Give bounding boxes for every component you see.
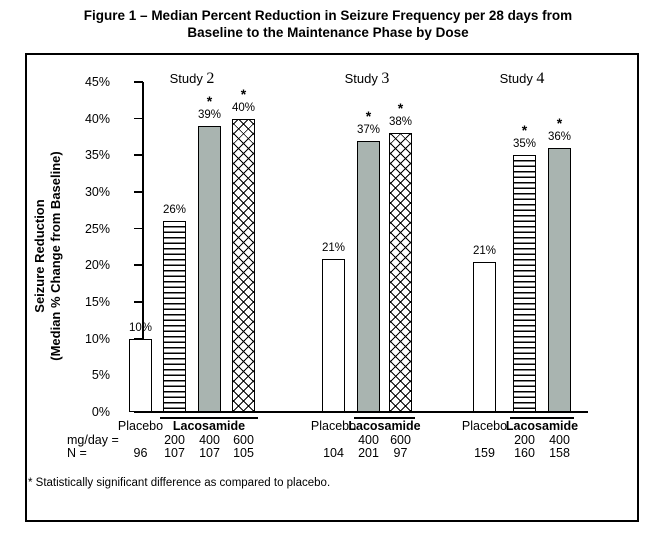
- study-word: Study: [169, 71, 207, 86]
- figure-title-line-2: Baseline to the Maintenance Phase by Dos…: [187, 25, 469, 40]
- bar-value-study-3-lacosamide-600: 38%: [388, 116, 413, 128]
- dose-value-study-2-lacosamide-600: 600: [233, 433, 254, 447]
- bar-study-2-lacosamide-200: [163, 221, 186, 412]
- study-number: 4: [536, 70, 545, 87]
- bar-study-4-lacosamide-200: [513, 155, 536, 412]
- significance-star-study-2-lacosamide-600: *: [240, 86, 247, 102]
- bar-study-3-lacosamide-400: [357, 141, 380, 412]
- bar-value-study-3-placebo: 21%: [321, 242, 346, 254]
- lacosamide-label-study-2: Lacosamide: [172, 419, 246, 433]
- placebo-label-study-3: Placebo: [310, 419, 357, 433]
- study-number: 3: [381, 70, 390, 87]
- y-tick-label: 0%: [91, 405, 110, 419]
- n-value-study-2-placebo: 96: [133, 446, 148, 460]
- significance-star-study-4-lacosamide-200: *: [521, 122, 528, 138]
- bar-value-study-2-lacosamide-600: 40%: [231, 102, 256, 114]
- bar-value-study-3-lacosamide-400: 37%: [356, 124, 381, 136]
- dose-value-study-3-lacosamide-600: 600: [390, 433, 411, 447]
- y-tick-label: 5%: [91, 368, 110, 383]
- y-tick-label: 40%: [84, 111, 110, 126]
- y-tick: [134, 227, 143, 230]
- bar-study-2-lacosamide-400: [198, 126, 221, 412]
- lacosamide-label-study-3: Lacosamide: [348, 419, 421, 433]
- n-value-study-3-lacosamide-600: 97: [393, 446, 408, 460]
- bar-study-4-lacosamide-400: [548, 148, 571, 412]
- lacosamide-label-study-4: Lacosamide: [505, 419, 579, 433]
- n-value-study-3-lacosamide-400: 201: [358, 446, 379, 460]
- lacosamide-overline-study-4: [510, 417, 574, 419]
- significance-star-study-2-lacosamide-400: *: [206, 93, 213, 109]
- y-tick: [134, 117, 143, 120]
- n-value-study-4-lacosamide-400: 158: [549, 446, 570, 460]
- dose-value-study-3-lacosamide-400: 400: [358, 433, 379, 447]
- n-value-study-4-lacosamide-200: 160: [514, 446, 535, 460]
- y-tick: [134, 264, 143, 266]
- study-label-2: Study 2: [170, 70, 215, 88]
- significance-footnote: * Statistically significant difference a…: [28, 477, 331, 489]
- significance-star-study-3-lacosamide-400: *: [365, 108, 372, 124]
- dose-value-study-2-lacosamide-400: 400: [199, 433, 220, 447]
- y-tick-label: 35%: [84, 148, 110, 163]
- y-tick: [134, 81, 143, 83]
- bar-value-study-4-placebo: 21%: [472, 245, 497, 257]
- placebo-label-study-4: Placebo: [461, 419, 508, 433]
- bar-study-4-placebo: [473, 262, 496, 412]
- n-value-study-2-lacosamide-600: 105: [233, 446, 254, 460]
- study-number: 2: [206, 70, 215, 87]
- y-tick: [134, 301, 143, 303]
- bar-value-study-4-lacosamide-200: 35%: [512, 138, 537, 150]
- y-tick-label: 30%: [84, 185, 110, 199]
- n-value-study-4-placebo: 159: [474, 446, 495, 460]
- bar-study-3-lacosamide-600: [389, 133, 412, 412]
- lacosamide-overline-study-3: [354, 417, 415, 419]
- dose-value-study-2-lacosamide-200: 200: [164, 433, 185, 447]
- n-row-label: N =: [67, 446, 87, 460]
- study-word: Study: [499, 71, 537, 86]
- placebo-label-study-2: Placebo: [117, 419, 164, 433]
- study-word: Study: [344, 71, 382, 86]
- n-value-study-2-lacosamide-200: 107: [164, 446, 185, 460]
- figure-title-line-1: Figure 1 – Median Percent Reduction in S…: [83, 8, 573, 23]
- y-tick-label: 20%: [84, 258, 110, 273]
- mg-per-day-row-label: mg/day =: [67, 433, 119, 447]
- y-axis-line: [142, 82, 144, 413]
- study-label-4: Study 4: [500, 70, 545, 88]
- y-tick-label: 45%: [84, 75, 110, 89]
- bar-value-study-4-lacosamide-400: 36%: [547, 131, 572, 143]
- dose-value-study-4-lacosamide-400: 400: [549, 433, 570, 447]
- bar-value-study-2-lacosamide-200: 26%: [162, 204, 187, 216]
- n-value-study-3-placebo: 104: [323, 446, 344, 460]
- lacosamide-overline-study-2: [160, 417, 258, 419]
- significance-star-study-4-lacosamide-400: *: [556, 115, 563, 131]
- y-tick-label: 10%: [84, 331, 110, 346]
- bar-value-study-2-lacosamide-400: 39%: [197, 109, 222, 121]
- bar-value-study-2-placebo: 10%: [128, 322, 153, 334]
- significance-star-study-3-lacosamide-600: *: [397, 100, 404, 116]
- x-axis-line: [142, 411, 588, 413]
- y-tick: [134, 154, 143, 156]
- n-value-study-2-lacosamide-400: 107: [199, 446, 220, 460]
- bar-study-3-placebo: [322, 259, 345, 412]
- dose-value-study-4-lacosamide-200: 200: [514, 433, 535, 447]
- y-tick: [134, 337, 143, 340]
- bar-study-2-placebo: [129, 339, 152, 412]
- y-tick-label: 25%: [84, 221, 110, 236]
- y-tick-label: 15%: [84, 295, 110, 309]
- bar-study-2-lacosamide-600: [232, 119, 255, 412]
- y-tick: [134, 191, 143, 193]
- study-label-3: Study 3: [345, 70, 390, 88]
